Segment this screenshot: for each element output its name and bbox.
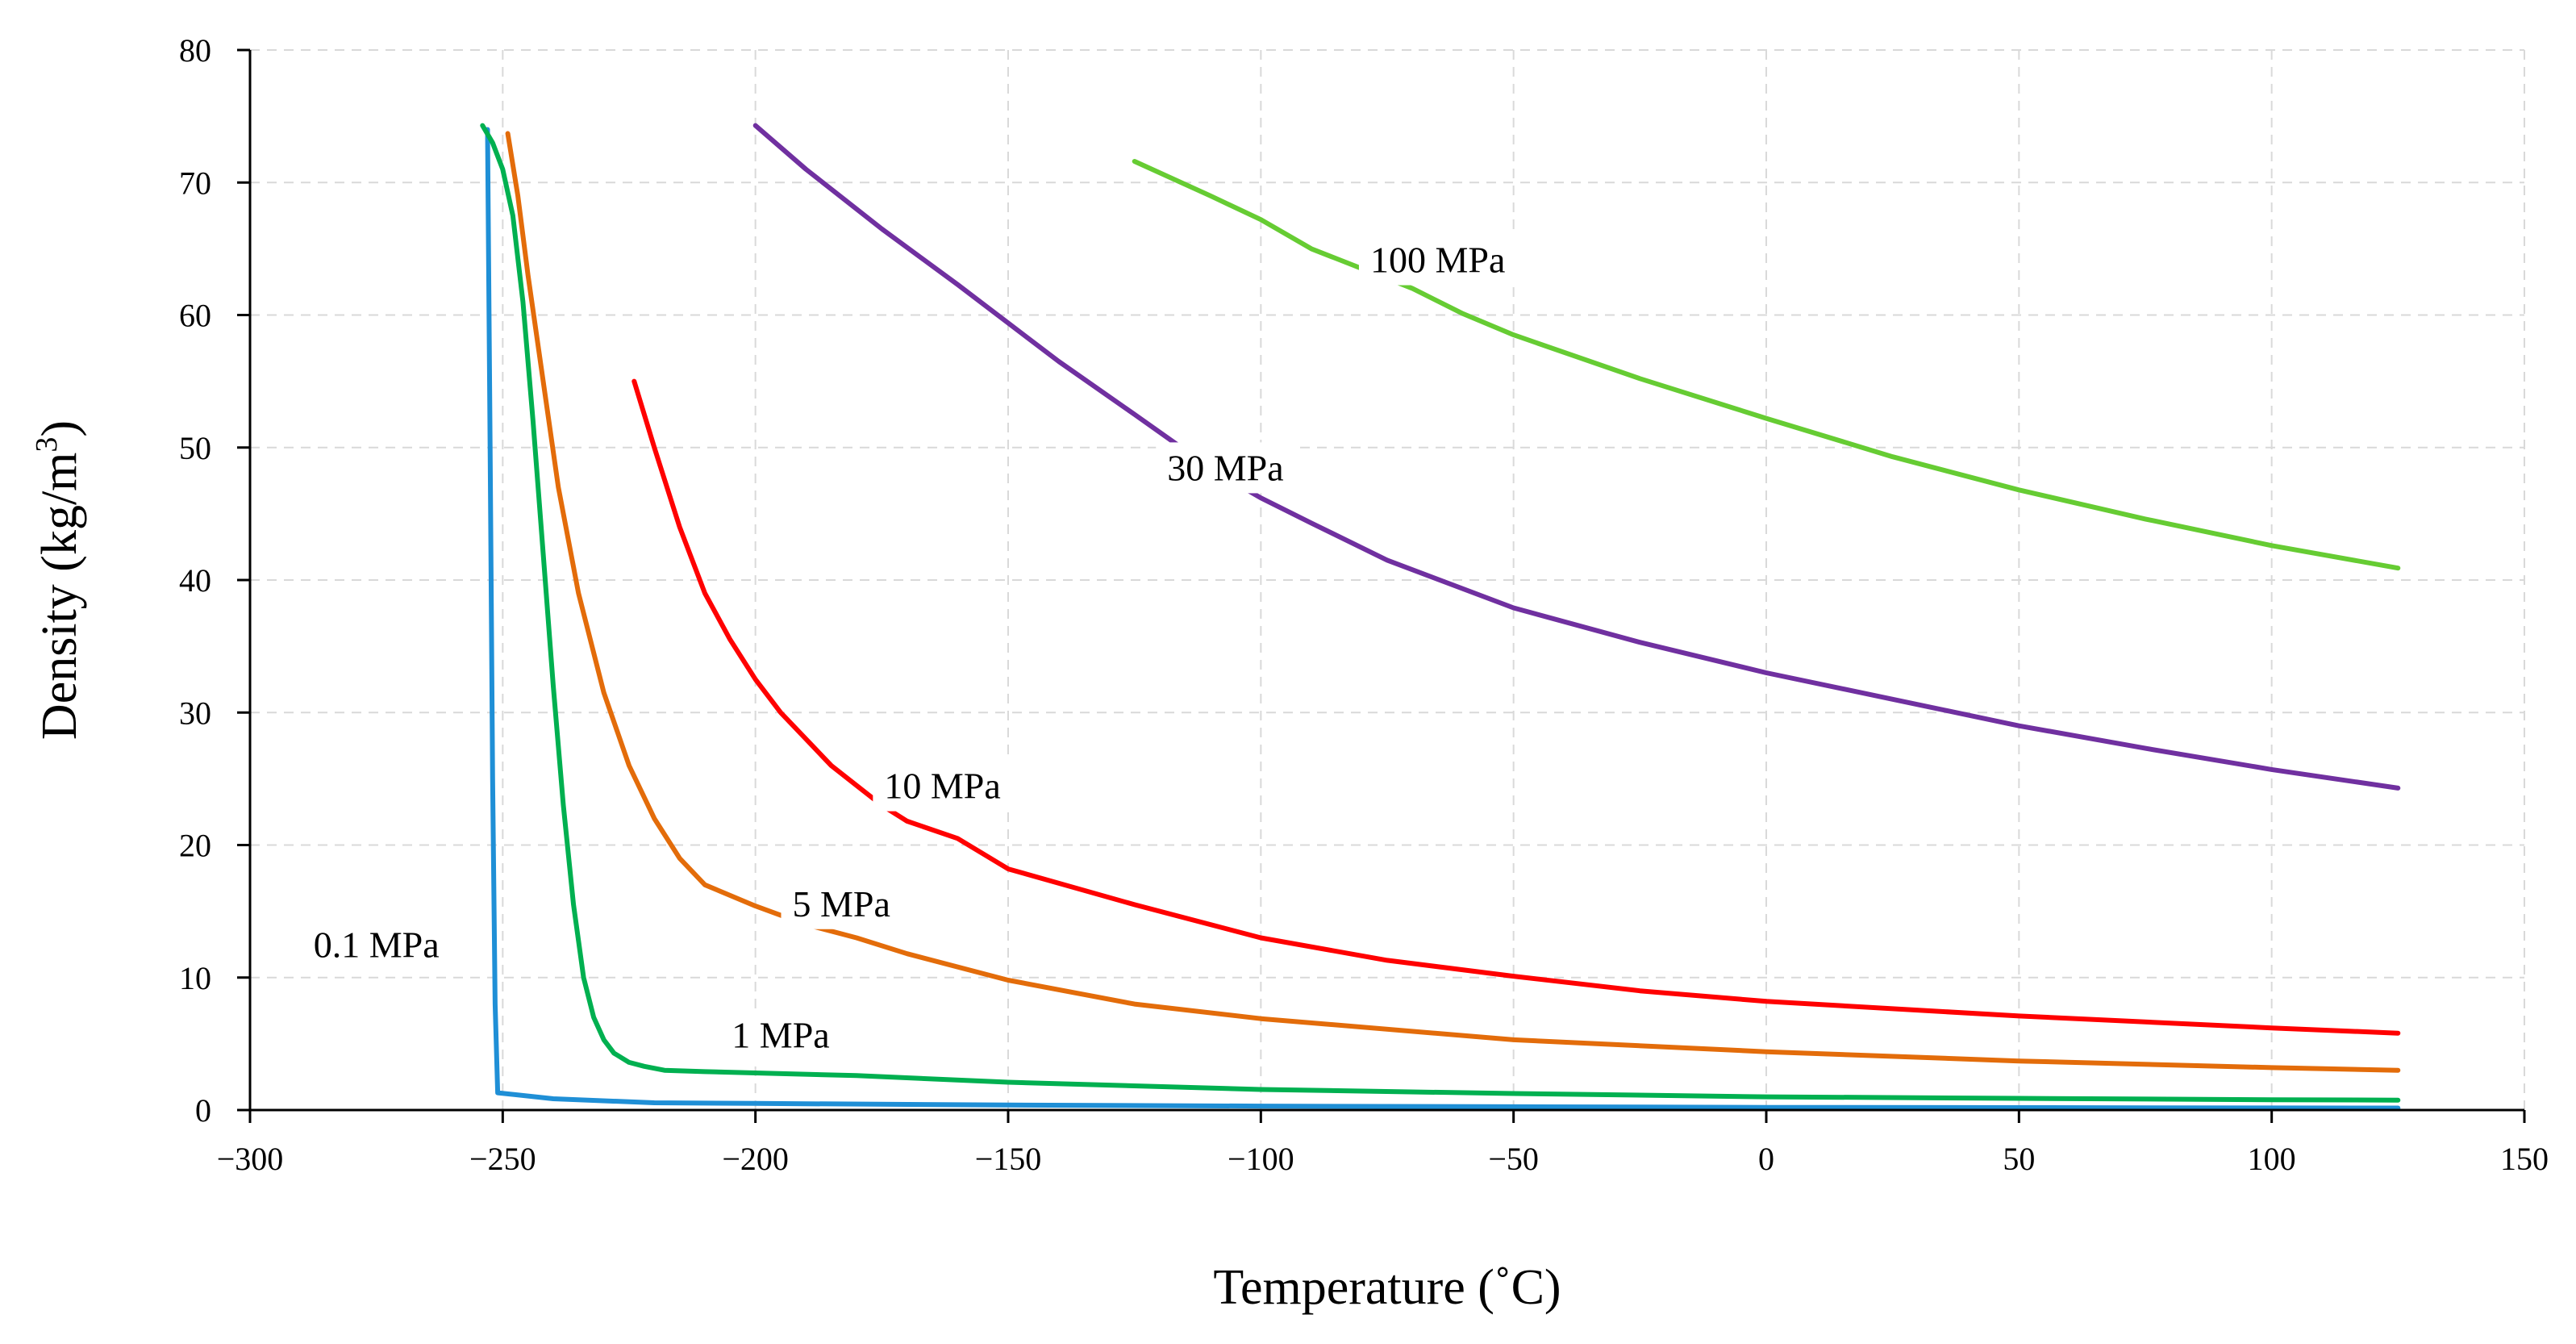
series-line-0-1-mpa (485, 127, 2401, 1111)
axes (237, 48, 2526, 1123)
y-tick-label: 50 (179, 430, 211, 466)
y-tick-label: 10 (179, 960, 211, 996)
series-line-100-mpa (1132, 159, 2401, 571)
x-tick-label: 0 (1758, 1141, 1774, 1177)
series-line-5-mpa (505, 131, 2401, 1073)
y-tick-label: 0 (195, 1092, 211, 1129)
series-label-background (1156, 442, 1295, 494)
series-label-100-mpa: 100 MPa (1370, 240, 1505, 281)
y-axis-title-main: Density (kg/m (32, 453, 87, 740)
y-tick-label: 70 (179, 165, 211, 201)
series-label-10-mpa: 10 MPa (884, 766, 1000, 807)
series-label-5-mpa: 5 MPa (792, 883, 890, 925)
gridlines (250, 49, 2525, 1110)
x-tick-label: −300 (217, 1141, 284, 1177)
x-tick-label: −150 (975, 1141, 1042, 1177)
series-label-0-1-mpa: 0.1 MPa (314, 925, 440, 966)
x-tick-label: 150 (2500, 1141, 2549, 1177)
series-label-background (873, 760, 1012, 812)
series-lines (480, 123, 2401, 1111)
y-tick-label: 60 (179, 298, 211, 334)
x-tick-label: 100 (2248, 1141, 2296, 1177)
y-tick-label: 40 (179, 562, 211, 599)
y-tick-label: 30 (179, 695, 211, 731)
y-axis-title-close: ) (32, 420, 87, 437)
y-axis-title-superscript: 3 (30, 437, 64, 453)
y-axis-title: Density (kg/m3) (30, 420, 87, 740)
series-label-background (302, 919, 451, 970)
series-labels: 0.1 MPa 1 MPa 5 MPa 10 MPa 30 MPa 100 MPa (302, 234, 1517, 1061)
series-label-group: 30 MPa (1156, 442, 1295, 494)
series-label-group: 10 MPa (873, 760, 1012, 812)
x-tick-label: −100 (1228, 1141, 1294, 1177)
series-line-10-mpa (631, 378, 2401, 1036)
y-tick-label: 20 (179, 828, 211, 864)
series-line-1-mpa (480, 123, 2401, 1103)
x-tick-label: 50 (2003, 1141, 2035, 1177)
x-axis-title: Temperature (˚C) (1213, 1260, 1561, 1315)
series-label-group: 100 MPa (1358, 234, 1517, 286)
series-label-background (781, 878, 902, 929)
series-label-background (720, 1009, 841, 1061)
series-label-group: 5 MPa (781, 878, 902, 929)
series-label-group: 1 MPa (720, 1009, 841, 1061)
y-tick-label: 80 (179, 32, 211, 69)
series-line-30-mpa (752, 123, 2401, 791)
x-tick-label: −200 (722, 1141, 789, 1177)
x-tick-label: −250 (469, 1141, 536, 1177)
tick-labels: −300 −250 −200 −150 −100 −50 0 50 100 150 0 10 20 30 4… (179, 32, 2549, 1177)
series-label-group: 0.1 MPa (302, 919, 451, 970)
series-label-1-mpa: 1 MPa (732, 1014, 829, 1055)
series-label-30-mpa: 30 MPa (1167, 447, 1283, 488)
x-tick-label: −50 (1488, 1141, 1539, 1177)
series-label-background (1358, 234, 1517, 286)
